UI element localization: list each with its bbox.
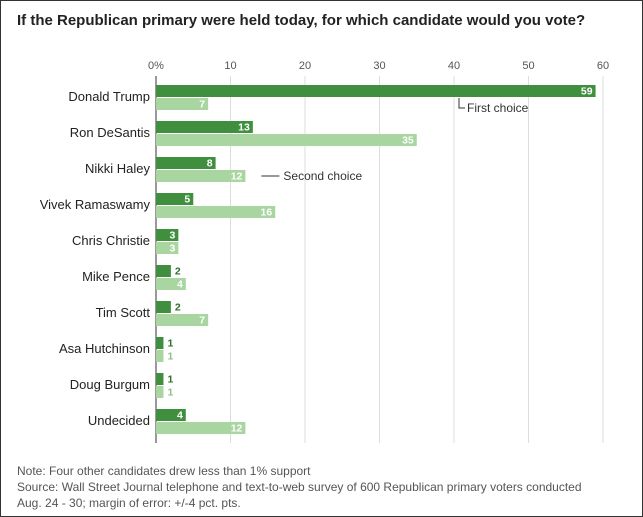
- value-label-second-choice-nikki-haley: 12: [231, 171, 243, 183]
- bar-first-choice-ron-desantis: [156, 121, 253, 133]
- category-label-tim-scott: Tim Scott: [96, 305, 151, 320]
- category-label-donald-trump: Donald Trump: [68, 89, 150, 104]
- bar-second-choice-tim-scott: [156, 314, 209, 326]
- value-label-second-choice-donald-trump: 7: [199, 99, 205, 111]
- value-label-first-choice-ron-desantis: 13: [238, 122, 250, 134]
- value-label-second-choice-asa-hutchinson: 1: [167, 351, 173, 363]
- bar-second-choice-doug-burgum: [156, 386, 164, 398]
- source-text-line2: Aug. 24 - 30; margin of error: +/-4 pct.…: [17, 496, 241, 510]
- second-choice-annotation: Second choice: [283, 169, 362, 183]
- bar-first-choice-mike-pence: [156, 265, 171, 277]
- x-tick-label-10: 10: [224, 60, 236, 72]
- category-label-vivek-ramaswamy: Vivek Ramaswamy: [40, 197, 151, 212]
- category-label-ron-desantis: Ron DeSantis: [70, 125, 151, 140]
- chart-notes: Note: Four other candidates drew less th…: [17, 463, 582, 511]
- bar-first-choice-doug-burgum: [156, 373, 164, 385]
- bar-first-choice-nikki-haley: [156, 157, 216, 169]
- value-label-first-choice-nikki-haley: 8: [207, 158, 213, 170]
- value-label-second-choice-undecided: 12: [231, 423, 243, 435]
- value-label-second-choice-chris-christie: 3: [170, 243, 176, 255]
- value-label-first-choice-tim-scott: 2: [175, 302, 181, 314]
- value-label-first-choice-doug-burgum: 1: [167, 374, 173, 386]
- value-label-first-choice-undecided: 4: [177, 410, 183, 422]
- value-label-second-choice-ron-desantis: 35: [402, 135, 414, 147]
- value-label-first-choice-asa-hutchinson: 1: [167, 338, 173, 350]
- bar-first-choice-undecided: [156, 409, 186, 421]
- value-label-first-choice-mike-pence: 2: [175, 266, 181, 278]
- category-label-undecided: Undecided: [88, 413, 150, 428]
- bar-second-choice-mike-pence: [156, 278, 186, 290]
- bar-first-choice-tim-scott: [156, 301, 171, 313]
- bar-second-choice-undecided: [156, 422, 246, 434]
- bar-second-choice-vivek-ramaswamy: [156, 206, 276, 218]
- bar-first-choice-chris-christie: [156, 229, 179, 241]
- x-tick-label-50: 50: [522, 60, 534, 72]
- bar-second-choice-ron-desantis: [156, 134, 417, 146]
- category-label-doug-burgum: Doug Burgum: [70, 377, 150, 392]
- bar-second-choice-donald-trump: [156, 98, 209, 110]
- bar-first-choice-asa-hutchinson: [156, 337, 164, 349]
- bar-first-choice-donald-trump: [156, 85, 596, 97]
- category-label-nikki-haley: Nikki Haley: [85, 161, 151, 176]
- bar-second-choice-asa-hutchinson: [156, 350, 164, 362]
- x-axis-ticks: 0% 10 20 30 40 50 60: [148, 60, 609, 443]
- x-tick-label-0: 0%: [148, 60, 164, 72]
- bar-first-choice-vivek-ramaswamy: [156, 193, 194, 205]
- note-text: Note: Four other candidates drew less th…: [17, 464, 311, 478]
- category-labels: Donald Trump Ron DeSantis Nikki Haley Vivek…: [40, 89, 151, 428]
- bar-second-choice-chris-christie: [156, 242, 179, 254]
- category-label-chris-christie: Chris Christie: [72, 233, 150, 248]
- source-text-line1: Source: Wall Street Journal telephone an…: [17, 480, 582, 494]
- value-label-first-choice-vivek-ramaswamy: 5: [184, 194, 190, 206]
- first-choice-leader-line: [458, 98, 465, 109]
- category-label-asa-hutchinson: Asa Hutchinson: [59, 341, 150, 356]
- value-label-first-choice-donald-trump: 59: [581, 86, 593, 98]
- category-label-mike-pence: Mike Pence: [82, 269, 150, 284]
- value-label-second-choice-mike-pence: 4: [177, 279, 183, 291]
- x-tick-label-20: 20: [299, 60, 311, 72]
- x-tick-label-30: 30: [373, 60, 385, 72]
- chart-title: If the Republican primary were held toda…: [17, 12, 586, 29]
- x-tick-label-40: 40: [448, 60, 460, 72]
- bar-second-choice-nikki-haley: [156, 170, 246, 182]
- value-label-second-choice-doug-burgum: 1: [167, 387, 173, 399]
- annotations: First choice Second choice: [261, 98, 529, 183]
- x-tick-label-60: 60: [597, 60, 609, 72]
- value-label-second-choice-vivek-ramaswamy: 16: [261, 207, 273, 219]
- value-label-first-choice-chris-christie: 3: [170, 230, 176, 242]
- value-label-second-choice-tim-scott: 7: [199, 315, 205, 327]
- first-choice-annotation: First choice: [467, 101, 529, 115]
